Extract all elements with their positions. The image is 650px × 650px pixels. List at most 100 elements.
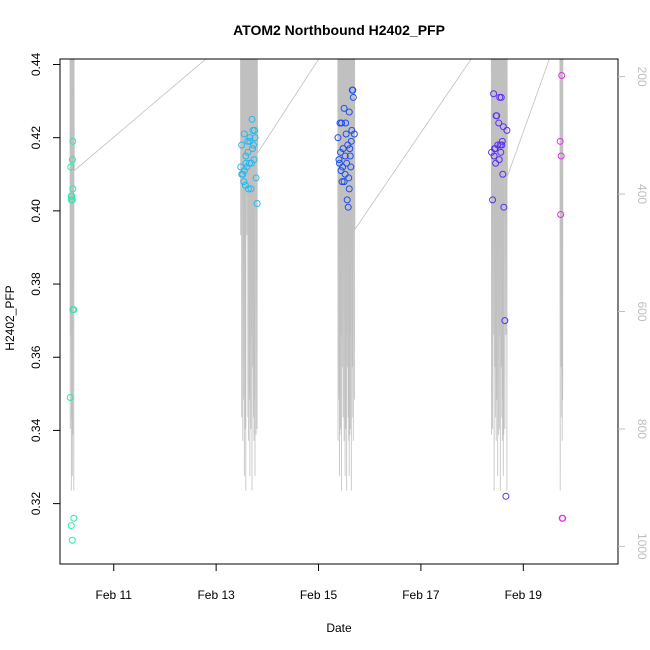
data-point	[343, 196, 351, 204]
data-point	[342, 130, 350, 138]
x-tick-label: Feb 17	[402, 588, 440, 602]
data-point	[246, 137, 254, 145]
data-point	[490, 90, 498, 98]
data-point	[499, 170, 507, 178]
data-point	[68, 192, 76, 200]
y2-tick-label: 1000	[635, 533, 649, 560]
data-point	[558, 71, 566, 79]
data-point	[66, 393, 74, 401]
data-point	[342, 119, 350, 127]
data-point	[245, 159, 253, 167]
data-point	[495, 156, 503, 164]
data-point	[347, 163, 355, 171]
data-point	[338, 119, 346, 127]
data-point	[252, 174, 260, 182]
data-point	[344, 203, 352, 211]
data-point	[341, 152, 349, 160]
data-point	[337, 167, 345, 175]
data-point	[338, 178, 346, 186]
data-point	[496, 141, 504, 149]
series-flight-4	[488, 90, 511, 500]
secondary-y-axis: 200 400 600 800 1000	[618, 67, 649, 560]
y-tick-label: 0.34	[29, 418, 43, 442]
data-point	[70, 514, 78, 522]
data-point	[69, 185, 77, 193]
data-point	[349, 93, 357, 101]
data-point	[250, 141, 258, 149]
y2-tick-label: 200	[635, 67, 649, 87]
altitude-profile	[69, 59, 564, 491]
data-point	[251, 134, 259, 142]
data-point	[489, 196, 497, 204]
data-point	[345, 108, 353, 116]
x-tick-label: Feb 19	[505, 588, 543, 602]
data-point	[248, 115, 256, 123]
data-point	[242, 159, 250, 167]
data-point	[497, 148, 505, 156]
data-point	[343, 159, 351, 167]
x-tick-label: Feb 13	[197, 588, 235, 602]
data-point	[556, 137, 564, 145]
x-axis-label: Date	[326, 621, 352, 635]
data-point	[244, 148, 252, 156]
data-point	[340, 104, 348, 112]
data-point	[246, 134, 254, 142]
data-point	[253, 200, 261, 208]
data-point	[492, 112, 500, 120]
y-tick-label: 0.32	[29, 492, 43, 516]
y-tick-label: 0.40	[29, 199, 43, 223]
x-tick-label: Feb 15	[300, 588, 338, 602]
data-point	[335, 156, 343, 164]
data-point	[502, 492, 510, 500]
data-point	[492, 159, 500, 167]
series-flight-1	[66, 137, 78, 544]
data-point	[498, 137, 506, 145]
data-point	[346, 145, 354, 153]
data-point	[69, 306, 77, 314]
y2-tick-label: 400	[635, 184, 649, 204]
y-axis: 0.32 0.34 0.36 0.38 0.40 0.42 0.44	[29, 52, 60, 515]
data-point	[68, 196, 76, 204]
data-point	[251, 126, 259, 134]
data-point	[345, 185, 353, 193]
data-point	[344, 141, 352, 149]
x-axis: Feb 11 Feb 13 Feb 15 Feb 17 Feb 19	[96, 563, 543, 602]
data-point	[334, 134, 342, 142]
data-point	[559, 514, 567, 522]
data-point	[67, 163, 75, 171]
data-point	[341, 170, 349, 178]
y-tick-label: 0.42	[29, 126, 43, 150]
data-point	[345, 174, 353, 182]
series-flight-2	[237, 115, 261, 208]
data-point	[497, 93, 505, 101]
y-tick-label: 0.38	[29, 272, 43, 296]
series-flight-3	[334, 86, 358, 211]
data-point	[348, 126, 356, 134]
x-tick-label: Feb 11	[96, 588, 133, 602]
data-point	[244, 185, 252, 193]
data-point	[500, 203, 508, 211]
data-point	[495, 119, 503, 127]
data-point	[503, 126, 511, 134]
data-point	[499, 123, 507, 131]
data-point	[247, 185, 255, 193]
data-point	[238, 141, 246, 149]
data-point	[69, 137, 77, 145]
data-point	[240, 130, 248, 138]
data-point	[501, 317, 509, 325]
data-point	[248, 145, 256, 153]
data-point	[557, 152, 565, 160]
data-point	[490, 152, 498, 160]
series-flight-5	[556, 71, 567, 522]
altitude-line	[69, 59, 564, 491]
data-point	[238, 170, 246, 178]
data-point	[557, 211, 565, 219]
y-tick-label: 0.36	[29, 345, 43, 369]
data-points	[66, 71, 567, 544]
data-point	[244, 137, 252, 145]
data-point	[68, 156, 76, 164]
data-point	[67, 522, 75, 530]
data-point	[242, 152, 250, 160]
y2-tick-label: 600	[635, 301, 649, 321]
